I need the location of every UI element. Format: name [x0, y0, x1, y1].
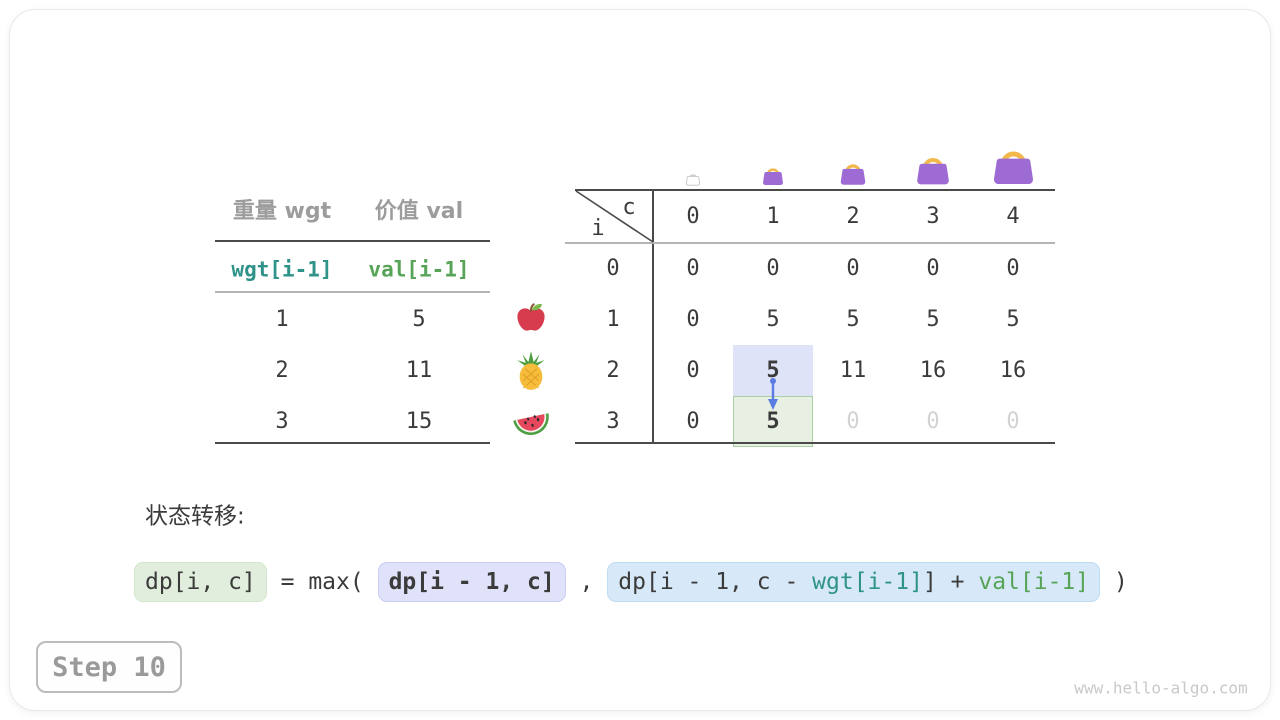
dp-cell-3-4: 0 [1006, 409, 1020, 434]
dp-cell-1-1: 5 [766, 307, 780, 332]
dp-cell-2-0: 0 [686, 358, 700, 383]
formula-arg2-pill: dp[i - 1, c - wgt[i-1]] + val[i-1] [607, 562, 1101, 602]
bag-xlarge-icon [990, 143, 1037, 186]
site-watermark: www.hello-algo.com [1074, 678, 1248, 698]
dp-table-rule-bottom [575, 442, 1055, 444]
figure-card [9, 9, 1271, 711]
bag-outline-icon [685, 171, 701, 186]
dp-row-header-2: 2 [606, 358, 620, 383]
pineapple-icon [514, 350, 548, 390]
items-table-rule-top [215, 240, 490, 242]
formula-equals-max: = max( [266, 569, 378, 595]
dp-cell-0-1: 0 [766, 256, 780, 281]
dp-corner-row-label: i [591, 216, 605, 241]
dp-row-header-1: 1 [606, 307, 620, 332]
formula-lhs-pill: dp[i, c] [134, 562, 267, 602]
state-transition-formula: dp[i, c] = max( dp[i - 1, c] , dp[i - 1,… [134, 562, 1128, 602]
items-table-rule-bottom [215, 442, 490, 444]
items-table-header-value: 价值 val [374, 199, 464, 224]
dp-corner-col-label: c [622, 195, 636, 220]
formula-arg2-val: val[i-1] [978, 569, 1090, 595]
dp-cell-0-3: 0 [926, 256, 940, 281]
dp-cell-1-0: 0 [686, 307, 700, 332]
formula-arg1-pill: dp[i - 1, c] [377, 562, 566, 602]
formula-arg2-bracket: ] [922, 569, 937, 595]
formula-arg2-plus: + [936, 569, 979, 595]
step-badge: Step 10 [36, 641, 182, 693]
items-table-subheader-wgt: wgt[i-1] [231, 257, 333, 282]
dp-cell-0-4: 0 [1006, 256, 1020, 281]
dp-cell-2-2: 11 [839, 358, 867, 383]
formula-close-paren: ) [1100, 569, 1128, 595]
dp-table-rule-header [565, 242, 1055, 244]
dp-col-header-0: 0 [686, 204, 700, 229]
items-table-header-weight: 重量 wgt [232, 199, 332, 224]
item-2-weight: 2 [275, 358, 289, 383]
apple-icon [515, 302, 548, 335]
item-3-weight: 3 [275, 409, 289, 434]
dp-table-rule-vertical [652, 189, 654, 443]
dp-col-header-1: 1 [766, 204, 780, 229]
dp-table-rule-top [575, 189, 1055, 191]
bag-medium-icon [838, 159, 868, 186]
formula-comma: , [565, 569, 608, 595]
dp-cell-2-3: 16 [919, 358, 947, 383]
dp-cell-3-3: 0 [926, 409, 940, 434]
items-table-subheader-val: val[i-1] [368, 257, 470, 282]
dp-cell-3-1-target: 5 [766, 409, 780, 434]
items-table-rule-mid [215, 291, 490, 293]
dp-cell-3-2: 0 [846, 409, 860, 434]
dp-col-header-3: 3 [926, 204, 940, 229]
dp-row-header-3: 3 [606, 409, 620, 434]
dp-row-header-0: 0 [606, 256, 620, 281]
dp-col-header-2: 2 [846, 204, 860, 229]
formula-arg2-prefix: dp[i - 1, c - [618, 569, 813, 595]
bag-large-icon [914, 151, 952, 186]
dp-cell-2-1-source: 5 [766, 358, 780, 383]
watermelon-icon [511, 404, 551, 436]
dp-cell-0-2: 0 [846, 256, 860, 281]
dp-col-header-4: 4 [1006, 204, 1020, 229]
bag-small-icon [761, 164, 785, 186]
dp-cell-1-3: 5 [926, 307, 940, 332]
item-3-value: 15 [405, 409, 433, 434]
item-2-value: 11 [405, 358, 433, 383]
state-transition-label: 状态转移: [145, 503, 245, 530]
formula-arg2-wgt: wgt[i-1] [812, 569, 923, 595]
dp-cell-0-0: 0 [686, 256, 700, 281]
dp-cell-1-2: 5 [846, 307, 860, 332]
step-badge-label: Step 10 [52, 651, 166, 683]
item-1-value: 5 [412, 307, 426, 332]
dp-cell-2-4: 16 [999, 358, 1027, 383]
dp-cell-1-4: 5 [1006, 307, 1020, 332]
item-1-weight: 1 [275, 307, 289, 332]
dp-cell-3-0: 0 [686, 409, 700, 434]
